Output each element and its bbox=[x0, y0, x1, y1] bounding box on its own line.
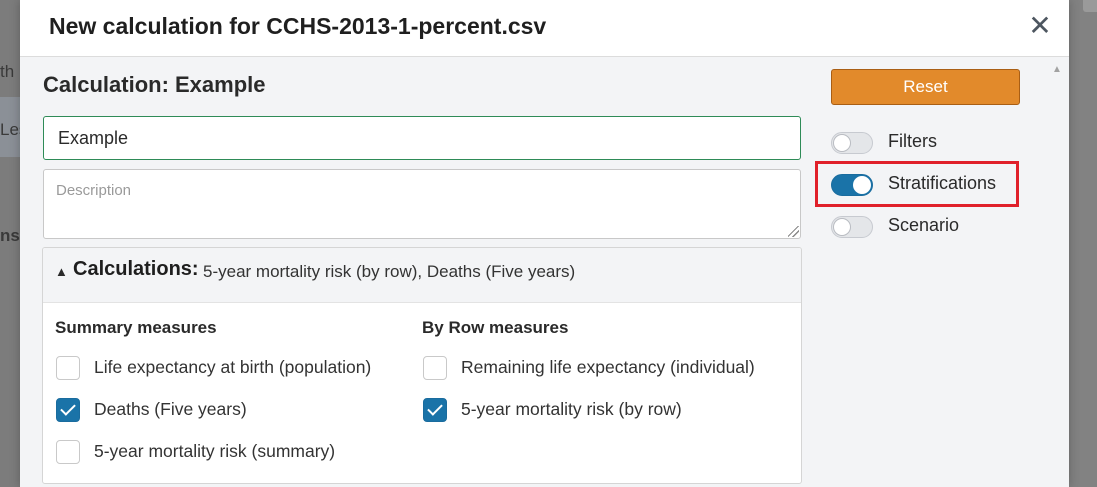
checkbox-label: Deaths (Five years) bbox=[94, 399, 247, 419]
calculations-panel-summary: 5-year mortality risk (by row), Deaths (… bbox=[203, 262, 576, 281]
new-calculation-modal: New calculation for CCHS-2013-1-percent.… bbox=[20, 0, 1069, 487]
checkbox-box[interactable] bbox=[56, 440, 80, 464]
checkbox-label: 5-year mortality risk (summary) bbox=[94, 441, 336, 461]
calculation-name-input[interactable] bbox=[43, 116, 801, 160]
resize-grip-icon[interactable] bbox=[788, 226, 799, 237]
toggle-label: Filters bbox=[888, 131, 937, 151]
background-text: ns bbox=[0, 226, 20, 245]
reset-button[interactable]: Reset bbox=[831, 69, 1020, 105]
checkbox-box[interactable] bbox=[56, 356, 80, 380]
toggle-label: Stratifications bbox=[888, 173, 997, 193]
toggle-knob bbox=[833, 134, 851, 152]
toggle-label: Scenario bbox=[888, 215, 960, 235]
calculations-panel-label: Calculations: bbox=[73, 258, 199, 280]
close-icon[interactable]: ✕ bbox=[1028, 10, 1052, 41]
scrollbar[interactable]: ▲ bbox=[1048, 58, 1065, 487]
background-text: th bbox=[0, 62, 15, 81]
background-band bbox=[0, 97, 20, 157]
toggle-knob bbox=[833, 218, 851, 236]
modal-body: Calculation: Example ▲ Calculations: 5-y… bbox=[20, 58, 1069, 487]
caret-up-icon: ▲ bbox=[55, 264, 68, 279]
background-corner-button bbox=[1083, 0, 1097, 12]
modal-title: New calculation for CCHS-2013-1-percent.… bbox=[49, 13, 547, 39]
summary-measures-heading: Summary measures bbox=[55, 318, 217, 337]
toggle-switch[interactable] bbox=[831, 174, 873, 196]
checkbox-box[interactable] bbox=[56, 398, 80, 422]
toggle-switch[interactable] bbox=[831, 216, 873, 238]
background-right-edge bbox=[1069, 0, 1097, 487]
byrow-measures-heading: By Row measures bbox=[422, 318, 569, 337]
calculation-heading: Calculation: Example bbox=[43, 72, 266, 97]
calculations-panel: ▲ Calculations: 5-year mortality risk (b… bbox=[42, 247, 802, 484]
highlight-annotation-box bbox=[815, 161, 1019, 207]
checkbox-label: 5-year mortality risk (by row) bbox=[461, 399, 682, 419]
scroll-up-arrow-icon[interactable]: ▲ bbox=[1052, 64, 1062, 75]
checkbox-label: Life expectancy at birth (population) bbox=[94, 357, 372, 377]
checkbox-box[interactable] bbox=[423, 398, 447, 422]
calculations-panel-header[interactable]: ▲ Calculations: 5-year mortality risk (b… bbox=[43, 248, 801, 303]
checkbox-label: Remaining life expectancy (individual) bbox=[461, 357, 755, 377]
checkbox-box[interactable] bbox=[423, 356, 447, 380]
toggle-switch[interactable] bbox=[831, 132, 873, 154]
toggle-knob bbox=[853, 176, 871, 194]
modal-header: New calculation for CCHS-2013-1-percent.… bbox=[20, 0, 1069, 57]
description-textarea[interactable] bbox=[43, 169, 801, 239]
